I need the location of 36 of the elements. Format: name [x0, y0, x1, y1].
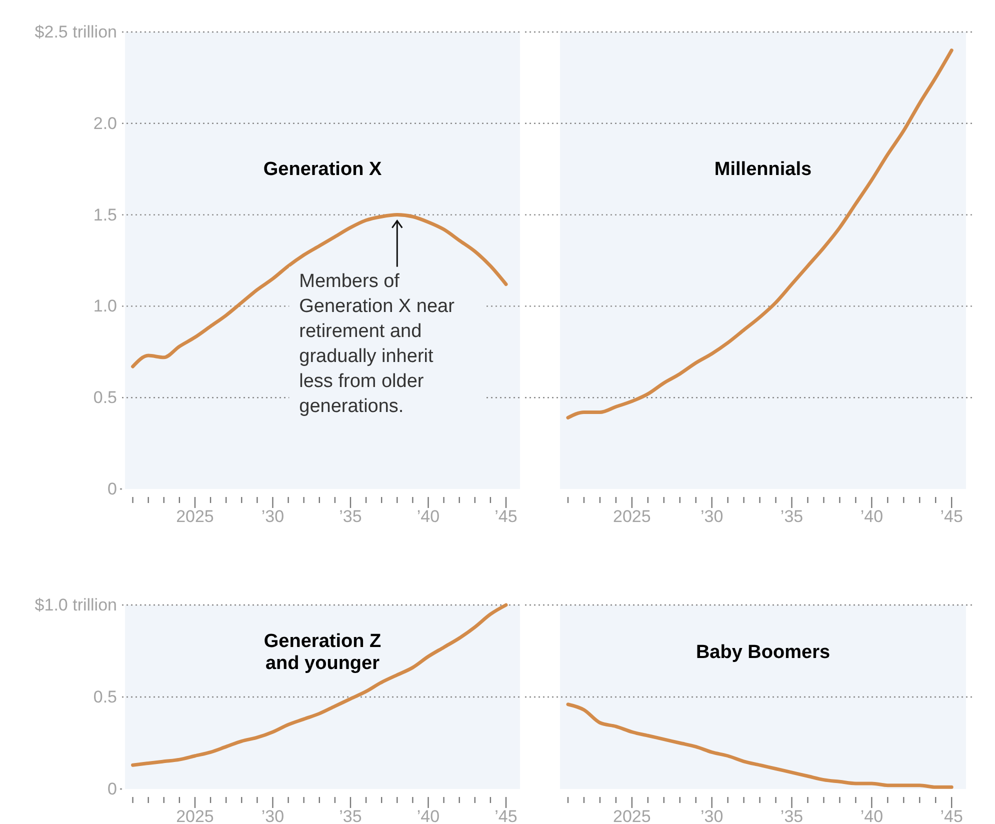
y-tick-label: 0.5: [93, 388, 117, 408]
y-tick-label: $2.5 trillion: [34, 22, 117, 42]
x-tick-label: ’40: [416, 507, 440, 526]
x-tick-label: ’45: [940, 807, 963, 824]
y-tick-label: 0: [108, 480, 117, 498]
x-tick-label: ’40: [860, 807, 884, 824]
x-tick-label: ’40: [416, 807, 440, 824]
x-tick-label: 2025: [176, 507, 214, 526]
y-tick-label: 2.0: [93, 114, 117, 133]
text: Millennials: [714, 159, 812, 180]
x-tick-label: ’35: [339, 507, 362, 526]
y-tick-label: 0: [108, 780, 117, 798]
line-series: [131, 213, 508, 368]
x-tick-label: ’35: [339, 807, 362, 824]
x-tick-label: ’30: [700, 507, 724, 526]
y-tick-label: 0.5: [93, 688, 117, 706]
annotation: Members of Generation X near retirement and gradually inherit less from older generations.: [299, 270, 456, 417]
text: Baby Boomers: [696, 642, 830, 663]
x-tick-label: 2025: [176, 807, 214, 824]
text: Generation X: [263, 159, 382, 180]
x-tick-label: ’35: [780, 507, 804, 526]
y-tick-label: 1.5: [93, 205, 117, 224]
y-tick-label: 1.0: [93, 296, 117, 316]
y-tick-label: $1.0 trillion: [34, 596, 117, 614]
x-tick-label: 2025: [613, 507, 651, 526]
line-series: [131, 603, 508, 767]
x-tick-label: ’30: [261, 807, 284, 824]
x-tick-label: ’35: [780, 807, 804, 824]
x-tick-label: ’45: [940, 507, 963, 526]
x-tick-label: 2025: [613, 807, 651, 824]
x-tick-label: ’30: [261, 507, 284, 526]
text: Generation Z and younger: [264, 631, 382, 674]
x-tick-label: ’45: [494, 507, 518, 526]
x-tick-label: ’40: [860, 507, 884, 526]
x-tick-label: ’30: [700, 807, 724, 824]
x-tick-label: ’45: [494, 807, 518, 824]
